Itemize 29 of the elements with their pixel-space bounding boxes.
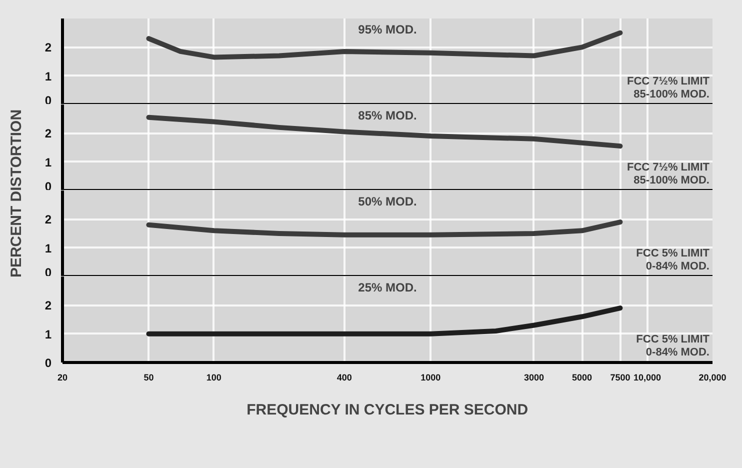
y-tick-label: 2 [44,40,52,55]
y-tick-label: 0 [44,356,52,370]
annotation: 25% MOD. [358,280,417,294]
x-tick-label: 20,000 [698,372,726,382]
annotation: 50% MOD. [358,194,417,208]
y-tick-label: 1 [44,241,52,256]
x-tick-label: 3000 [524,372,544,382]
x-tick-label: 400 [336,372,352,382]
x-tick-label: 20 [57,372,68,382]
x-tick-label: 5000 [572,372,592,382]
x-tick-label: 10,000 [634,372,662,382]
y-tick-label: 2 [44,298,52,313]
annotation: FCC 5% LIMIT 0-84% MOD. [636,333,710,358]
annotation: FCC 7½% LIMIT 85-100% MOD. [626,75,710,100]
y-tick-label: 2 [44,212,52,227]
annotation: FCC 7½% LIMIT 85-100% MOD. [626,161,710,186]
annotation: FCC 5% LIMIT 0-84% MOD. [636,247,710,272]
y-axis-title: PERCENT DISTORTION [8,109,25,278]
y-tick-label: 2 [44,126,52,141]
y-tick-label: 1 [44,155,52,170]
x-tick-label: 1000 [420,372,441,382]
annotation: 95% MOD. [358,22,417,36]
x-tick-label: 100 [206,372,222,382]
annotation: 85% MOD. [358,108,417,122]
x-tick-label: 7500 [610,372,630,382]
y-tick-label: 1 [44,327,52,342]
x-tick-label: 50 [144,372,154,382]
y-tick-label: 1 [44,69,52,84]
x-axis-title: FREQUENCY IN CYCLES PER SECOND [246,402,528,418]
